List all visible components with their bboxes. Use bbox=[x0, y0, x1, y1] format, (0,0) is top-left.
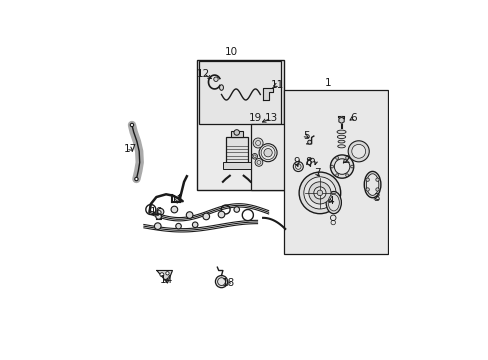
Text: 12: 12 bbox=[197, 69, 210, 79]
Circle shape bbox=[366, 178, 368, 181]
Ellipse shape bbox=[337, 135, 345, 139]
Circle shape bbox=[317, 190, 322, 195]
Ellipse shape bbox=[337, 145, 345, 148]
Polygon shape bbox=[157, 270, 172, 283]
Circle shape bbox=[175, 223, 181, 229]
Text: 3: 3 bbox=[373, 193, 379, 203]
Circle shape bbox=[186, 212, 193, 219]
Circle shape bbox=[293, 162, 303, 172]
Circle shape bbox=[233, 207, 239, 212]
Circle shape bbox=[215, 275, 227, 288]
Circle shape bbox=[217, 278, 225, 285]
Text: 9: 9 bbox=[292, 157, 299, 167]
Text: 5: 5 bbox=[302, 131, 309, 141]
Circle shape bbox=[203, 213, 209, 220]
Circle shape bbox=[310, 158, 314, 162]
Ellipse shape bbox=[336, 130, 346, 134]
Circle shape bbox=[307, 140, 311, 144]
Text: 2: 2 bbox=[342, 155, 349, 165]
Circle shape bbox=[255, 158, 262, 166]
Circle shape bbox=[299, 172, 340, 214]
Circle shape bbox=[303, 177, 335, 209]
Circle shape bbox=[375, 188, 378, 191]
Text: 11: 11 bbox=[270, 80, 283, 90]
Circle shape bbox=[345, 174, 348, 177]
Circle shape bbox=[366, 188, 368, 191]
Text: 13: 13 bbox=[264, 113, 278, 123]
Ellipse shape bbox=[325, 192, 341, 214]
Text: 7: 7 bbox=[313, 168, 320, 179]
Ellipse shape bbox=[364, 171, 380, 198]
Circle shape bbox=[264, 149, 272, 157]
Text: 8: 8 bbox=[305, 157, 311, 167]
Bar bbox=[284, 90, 387, 254]
Ellipse shape bbox=[261, 146, 274, 159]
Text: 17: 17 bbox=[123, 144, 136, 153]
Circle shape bbox=[156, 214, 161, 219]
Circle shape bbox=[335, 157, 338, 159]
Circle shape bbox=[351, 144, 365, 158]
Ellipse shape bbox=[366, 174, 378, 195]
Circle shape bbox=[253, 138, 263, 148]
Circle shape bbox=[213, 77, 218, 81]
Circle shape bbox=[218, 211, 224, 218]
Circle shape bbox=[233, 130, 239, 135]
Circle shape bbox=[313, 187, 325, 199]
Circle shape bbox=[135, 177, 138, 181]
Circle shape bbox=[345, 157, 348, 159]
Circle shape bbox=[330, 165, 333, 168]
Text: 4: 4 bbox=[327, 196, 334, 206]
Ellipse shape bbox=[259, 144, 277, 162]
Text: 18: 18 bbox=[222, 278, 235, 288]
Circle shape bbox=[160, 273, 163, 276]
Bar bbox=[225, 138, 247, 164]
Text: 16: 16 bbox=[149, 207, 163, 217]
Circle shape bbox=[350, 165, 353, 168]
Circle shape bbox=[334, 159, 349, 174]
Polygon shape bbox=[338, 117, 344, 123]
Text: 14: 14 bbox=[159, 275, 172, 285]
Circle shape bbox=[308, 182, 330, 204]
Circle shape bbox=[192, 222, 198, 228]
Circle shape bbox=[165, 271, 169, 275]
Bar bbox=[230, 131, 243, 138]
Text: 1: 1 bbox=[324, 78, 331, 89]
Circle shape bbox=[347, 141, 368, 162]
Circle shape bbox=[375, 178, 378, 181]
Polygon shape bbox=[263, 87, 272, 100]
Text: 10: 10 bbox=[224, 46, 237, 57]
Ellipse shape bbox=[337, 140, 345, 143]
Bar bbox=[199, 61, 281, 123]
Circle shape bbox=[157, 208, 163, 215]
Text: 19: 19 bbox=[248, 113, 262, 123]
Circle shape bbox=[130, 123, 133, 127]
Ellipse shape bbox=[219, 85, 223, 90]
Circle shape bbox=[154, 223, 161, 229]
Circle shape bbox=[251, 153, 257, 159]
Text: 15: 15 bbox=[170, 195, 183, 205]
Bar bbox=[223, 162, 250, 169]
Bar bbox=[196, 60, 284, 190]
Circle shape bbox=[335, 174, 338, 177]
Ellipse shape bbox=[327, 194, 339, 211]
Circle shape bbox=[171, 206, 177, 213]
Bar bbox=[250, 123, 286, 190]
Circle shape bbox=[330, 155, 353, 178]
Text: 6: 6 bbox=[349, 113, 356, 123]
